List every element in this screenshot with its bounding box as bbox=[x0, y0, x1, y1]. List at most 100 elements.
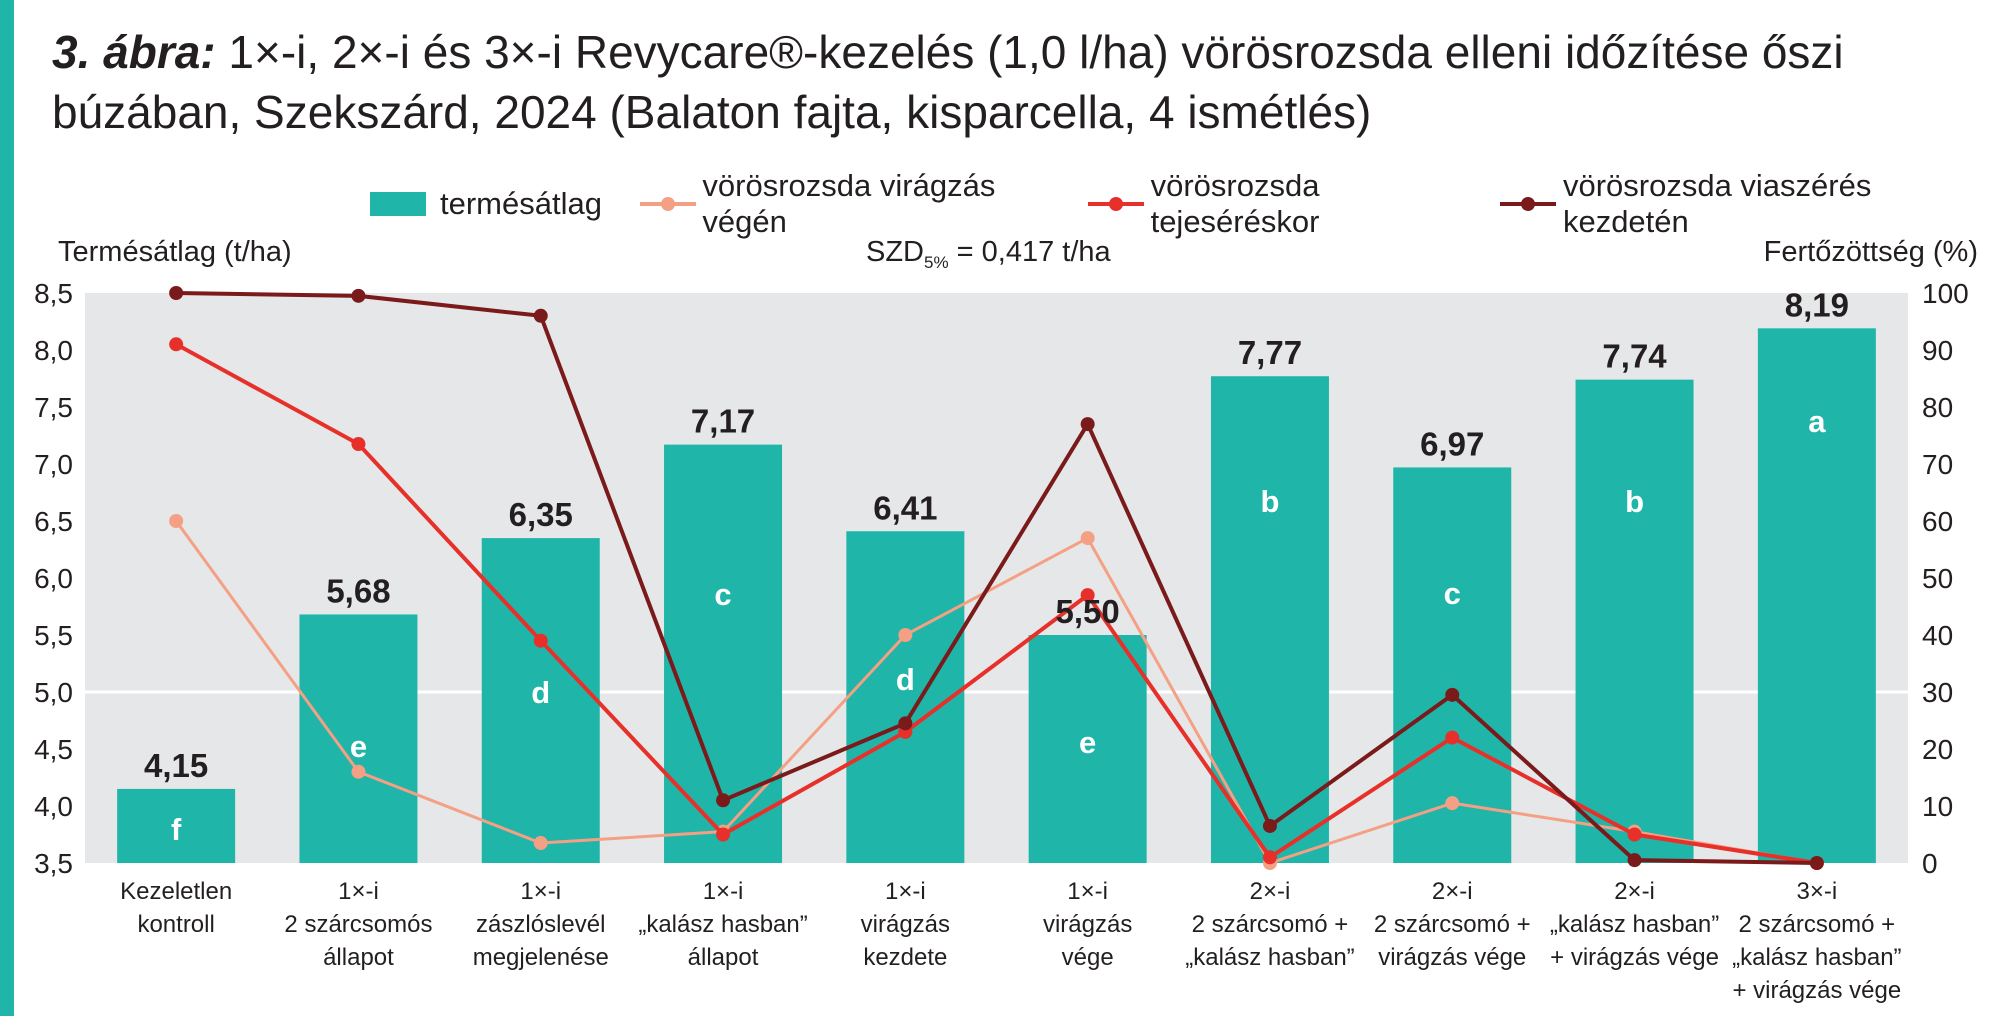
x-category-label: + virágzás vége bbox=[1732, 977, 1901, 1004]
significance-letter: a bbox=[1808, 404, 1826, 439]
series-point bbox=[1445, 730, 1460, 745]
x-category-label: „kalász hasban” bbox=[638, 911, 807, 938]
bar-value-label: 7,74 bbox=[1602, 338, 1667, 375]
x-category-label: 1×-i bbox=[520, 878, 561, 905]
y2-tick-label: 60 bbox=[1922, 506, 1953, 537]
legend-item-1: vörösrozsda virágzás végén bbox=[639, 168, 1050, 240]
bar-value-label: 7,17 bbox=[691, 403, 755, 440]
significance-letter: e bbox=[350, 729, 367, 764]
y-tick-label: 4,5 bbox=[34, 734, 73, 765]
bar bbox=[1575, 379, 1694, 863]
y-tick-label: 5,0 bbox=[34, 677, 73, 708]
x-category-label: megjelenése bbox=[473, 944, 609, 971]
significance-letter: e bbox=[1079, 725, 1096, 760]
bar-value-label: 8,19 bbox=[1785, 286, 1849, 323]
series-point bbox=[1080, 531, 1095, 546]
figure-label: 3. ábra: bbox=[52, 26, 216, 78]
szd-annotation: SZD5% = 0,417 t/ha bbox=[866, 236, 1111, 273]
legend-line-swatch bbox=[1088, 192, 1145, 216]
y-tick-label: 8,5 bbox=[34, 278, 73, 309]
legend-bar-swatch bbox=[370, 192, 426, 216]
x-category-label: kontroll bbox=[137, 911, 214, 938]
x-category-label: kezdete bbox=[863, 944, 947, 971]
significance-letter: f bbox=[171, 812, 182, 847]
series-point bbox=[351, 764, 366, 779]
y-tick-label: 6,5 bbox=[34, 506, 73, 537]
series-point bbox=[1080, 417, 1095, 432]
y2-tick-label: 90 bbox=[1922, 335, 1953, 366]
y-tick-label: 6,0 bbox=[34, 563, 73, 594]
legend-label: vörösrozsda virágzás végén bbox=[702, 168, 996, 239]
x-category-label: 2×-i bbox=[1432, 878, 1473, 905]
szd-value: = 0,417 t/ha bbox=[956, 236, 1111, 268]
series-point bbox=[1262, 850, 1277, 865]
y-tick-label: 7,0 bbox=[34, 449, 73, 480]
x-category-label: „kalász hasban” bbox=[1550, 911, 1719, 938]
legend-line-swatch bbox=[639, 192, 696, 216]
x-category-label: állapot bbox=[688, 944, 759, 971]
y2-tick-label: 50 bbox=[1922, 563, 1953, 594]
bar-value-label: 6,41 bbox=[873, 489, 937, 526]
x-category-label: 1×-i bbox=[885, 878, 926, 905]
legend-item-3: vörösrozsda viaszérés kezdetén bbox=[1500, 168, 1962, 240]
bar bbox=[1210, 376, 1329, 863]
bar bbox=[846, 531, 965, 863]
chart-legend: termésátlag vörösrozsda virágzás végén vör… bbox=[370, 168, 2000, 240]
x-category-label: virágzás vége bbox=[1378, 944, 1526, 971]
bar-value-label: 5,68 bbox=[326, 572, 390, 609]
y2-tick-label: 0 bbox=[1922, 848, 1938, 879]
y-tick-label: 7,5 bbox=[34, 392, 73, 423]
szd-subscript: 5% bbox=[924, 252, 949, 272]
x-category-label: 2 szárcsomó + bbox=[1738, 911, 1895, 938]
y2-tick-label: 40 bbox=[1922, 620, 1953, 651]
y-tick-label: 3,5 bbox=[34, 848, 73, 879]
legend-line-swatch bbox=[1500, 192, 1557, 216]
figure-title: 3. ábra: 1×-i, 2×-i és 3×-i Revycare®-ke… bbox=[52, 22, 1952, 142]
series-point bbox=[169, 286, 184, 300]
y2-tick-label: 80 bbox=[1922, 392, 1953, 423]
x-category-label: „kalász hasban” bbox=[1732, 944, 1901, 971]
series-line bbox=[174, 520, 1818, 865]
x-category-label: 2 szárcsomó + bbox=[1192, 911, 1349, 938]
significance-letter: b bbox=[1260, 484, 1279, 519]
series-point bbox=[169, 337, 184, 352]
series-point bbox=[351, 437, 366, 452]
x-category-label: 2 szárcsomó + bbox=[1374, 911, 1531, 938]
y-tick-label: 8,0 bbox=[34, 335, 73, 366]
y2-tick-label: 10 bbox=[1922, 791, 1953, 822]
y-axis-left-label: Termésátlag (t/ha) bbox=[58, 236, 292, 268]
significance-letter: c bbox=[714, 577, 731, 612]
series-line bbox=[176, 291, 1817, 865]
y-tick-label: 4,0 bbox=[34, 791, 73, 822]
x-category-label: Kezeletlen bbox=[120, 878, 232, 905]
series-point bbox=[1262, 818, 1277, 833]
bar bbox=[481, 538, 600, 863]
legend-label: vörösrozsda tejeséréskor bbox=[1150, 168, 1320, 239]
series-point bbox=[898, 716, 913, 731]
series-point bbox=[716, 793, 731, 808]
series-point bbox=[1809, 856, 1824, 870]
x-category-label: 3×-i bbox=[1797, 878, 1838, 905]
legend-label: vörösrozsda viaszérés kezdetén bbox=[1562, 168, 1872, 239]
series-point bbox=[716, 827, 731, 842]
x-category-label: 2×-i bbox=[1614, 878, 1655, 905]
series-point bbox=[1080, 588, 1095, 603]
series-point bbox=[351, 288, 366, 303]
bar bbox=[1028, 635, 1147, 863]
y2-tick-label: 100 bbox=[1922, 278, 1969, 309]
y-axis-right-label: Fertőzöttség (%) bbox=[1763, 236, 1978, 268]
x-category-label: 2 szárcsomós bbox=[284, 911, 432, 938]
significance-letter: c bbox=[1444, 576, 1461, 611]
legend-item-0: termésátlag bbox=[370, 186, 602, 222]
y2-tick-label: 30 bbox=[1922, 677, 1953, 708]
figure-caption: 1×-i, 2×-i és 3×-i Revycare®-kezelés (1,… bbox=[52, 26, 1844, 138]
y2-tick-label: 70 bbox=[1922, 449, 1953, 480]
significance-letter: d bbox=[531, 675, 550, 710]
y-tick-label: 5,5 bbox=[34, 620, 73, 651]
x-category-label: vége bbox=[1062, 944, 1114, 971]
significance-letter: b bbox=[1625, 484, 1644, 519]
bar-value-label: 5,50 bbox=[1056, 593, 1120, 630]
legend-label: termésátlag bbox=[440, 186, 602, 221]
x-category-label: „kalász hasban” bbox=[1185, 944, 1354, 971]
bar bbox=[299, 614, 418, 863]
